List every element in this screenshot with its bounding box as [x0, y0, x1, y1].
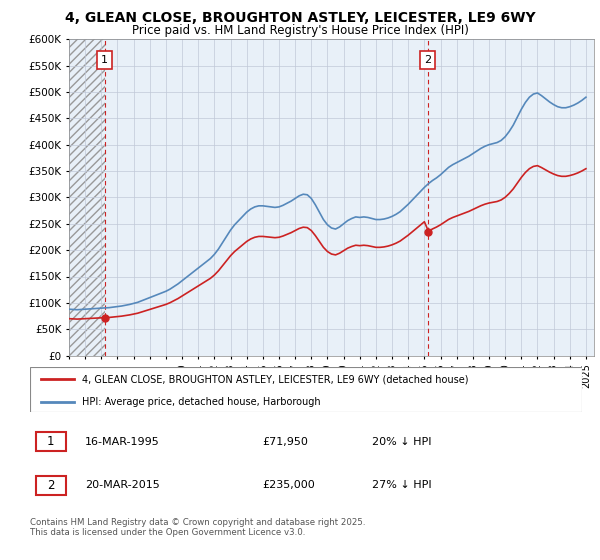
Text: 1: 1 — [47, 435, 55, 448]
Text: 2: 2 — [47, 479, 55, 492]
Text: 1: 1 — [101, 55, 108, 66]
Text: HPI: Average price, detached house, Harborough: HPI: Average price, detached house, Harb… — [82, 396, 321, 407]
Text: 20-MAR-2015: 20-MAR-2015 — [85, 480, 160, 490]
Text: Contains HM Land Registry data © Crown copyright and database right 2025.
This d: Contains HM Land Registry data © Crown c… — [30, 518, 365, 538]
Text: 27% ↓ HPI: 27% ↓ HPI — [372, 480, 432, 490]
Text: £235,000: £235,000 — [262, 480, 314, 490]
Bar — [69, 39, 104, 356]
Text: £71,950: £71,950 — [262, 437, 308, 447]
Text: 4, GLEAN CLOSE, BROUGHTON ASTLEY, LEICESTER, LE9 6WY (detached house): 4, GLEAN CLOSE, BROUGHTON ASTLEY, LEICES… — [82, 374, 469, 384]
Text: 4, GLEAN CLOSE, BROUGHTON ASTLEY, LEICESTER, LE9 6WY: 4, GLEAN CLOSE, BROUGHTON ASTLEY, LEICES… — [65, 11, 535, 25]
Text: 2: 2 — [424, 55, 431, 66]
FancyBboxPatch shape — [35, 432, 66, 451]
Text: 20% ↓ HPI: 20% ↓ HPI — [372, 437, 432, 447]
Text: Price paid vs. HM Land Registry's House Price Index (HPI): Price paid vs. HM Land Registry's House … — [131, 24, 469, 36]
FancyBboxPatch shape — [35, 475, 66, 494]
FancyBboxPatch shape — [30, 367, 582, 412]
Text: 16-MAR-1995: 16-MAR-1995 — [85, 437, 160, 447]
